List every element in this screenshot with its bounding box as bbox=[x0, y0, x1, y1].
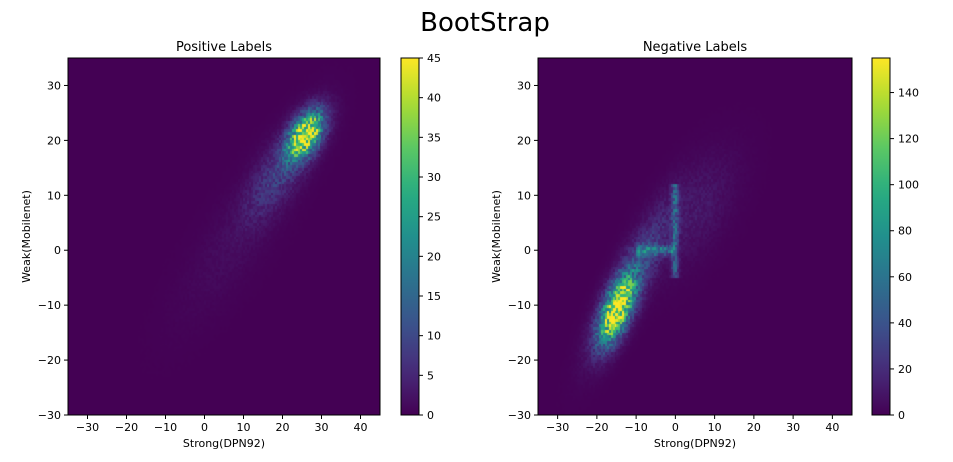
x-tick-label: 0 bbox=[672, 421, 679, 434]
x-tick-label: 10 bbox=[708, 421, 722, 434]
y-tick-label: −30 bbox=[38, 409, 61, 422]
x-tick-label: −30 bbox=[546, 421, 569, 434]
colorbar-tick-label: 15 bbox=[427, 290, 441, 303]
colorbar-tick-label: 80 bbox=[898, 225, 912, 238]
x-tick-label: 10 bbox=[237, 421, 251, 434]
y-tick-label: −30 bbox=[508, 409, 531, 422]
plot-frame bbox=[537, 57, 853, 416]
y-tick-label: 30 bbox=[47, 79, 61, 92]
colorbar-tick-label: 40 bbox=[427, 92, 441, 105]
y-tick-label: 0 bbox=[54, 244, 61, 257]
colorbar: 0 5 10 15 20 25 30 35 40 45 bbox=[400, 52, 441, 422]
heatmap-image bbox=[68, 58, 380, 415]
y-tick-label: −10 bbox=[38, 299, 61, 312]
x-tick-label: 20 bbox=[276, 421, 290, 434]
x-tick-label: −30 bbox=[76, 421, 99, 434]
x-tick-label: 30 bbox=[315, 421, 329, 434]
colorbar-tick-label: 120 bbox=[898, 133, 919, 146]
colorbar-tick-label: 60 bbox=[898, 271, 912, 284]
figure-title: BootStrap bbox=[420, 8, 550, 38]
colorbar-gradient bbox=[400, 57, 420, 416]
colorbar-tick-label: 100 bbox=[898, 179, 919, 192]
colorbar-tick-label: 20 bbox=[898, 363, 912, 376]
x-tick-label: 20 bbox=[747, 421, 761, 434]
colorbar-tick-label: 30 bbox=[427, 171, 441, 184]
y-tick-label: 20 bbox=[517, 134, 531, 147]
y-axis-label: Weak(Mobilenet) bbox=[20, 190, 33, 283]
x-axis-label: Strong(DPN92) bbox=[183, 437, 265, 450]
y-tick-label: 10 bbox=[517, 189, 531, 202]
colorbar-tick-label: 10 bbox=[427, 330, 441, 343]
colorbar-tick-label: 0 bbox=[427, 409, 434, 422]
heatmap-panel-1: Positive Labels −30 −20 −10 0 10 20 30 40 −30 −20 −… bbox=[20, 40, 441, 450]
x-axis-label: Strong(DPN92) bbox=[654, 437, 736, 450]
x-tick-label: −20 bbox=[585, 421, 608, 434]
x-tick-label: −20 bbox=[115, 421, 138, 434]
colorbar-tick-label: 140 bbox=[898, 87, 919, 100]
x-tick-label: 30 bbox=[786, 421, 800, 434]
y-tick-label: 0 bbox=[524, 244, 531, 257]
x-tick-label: −10 bbox=[154, 421, 177, 434]
panels: Positive Labels −30 −20 −10 0 10 20 30 40 −30 −20 −… bbox=[20, 40, 919, 450]
y-tick-label: 30 bbox=[517, 79, 531, 92]
y-tick-label: −10 bbox=[508, 299, 531, 312]
colorbar-gradient bbox=[871, 57, 891, 416]
colorbar-tick-label: 0 bbox=[898, 409, 905, 422]
colorbar-tick-label: 5 bbox=[427, 369, 434, 382]
y-tick-label: 20 bbox=[47, 134, 61, 147]
heatmap-panel-2: Negative Labels −30 −20 −10 0 10 20 30 40 −30 −20 −… bbox=[490, 40, 919, 450]
y-tick-label: 10 bbox=[47, 189, 61, 202]
x-tick-label: 0 bbox=[201, 421, 208, 434]
x-tick-label: −10 bbox=[625, 421, 648, 434]
x-tick-label: 40 bbox=[354, 421, 368, 434]
heatmap-image bbox=[538, 58, 852, 415]
colorbar-tick-label: 45 bbox=[427, 52, 441, 65]
panel-title: Positive Labels bbox=[176, 40, 272, 55]
colorbar-tick-label: 40 bbox=[898, 317, 912, 330]
colorbar-tick-label: 25 bbox=[427, 211, 441, 224]
y-axis-label: Weak(Mobilenet) bbox=[490, 190, 503, 283]
y-tick-label: −20 bbox=[508, 354, 531, 367]
colorbar-tick-label: 20 bbox=[427, 250, 441, 263]
panel-title: Negative Labels bbox=[643, 40, 748, 55]
colorbar: 0 20 40 60 80 100 120 140 bbox=[871, 57, 919, 422]
colorbar-tick-label: 35 bbox=[427, 131, 441, 144]
y-tick-label: −20 bbox=[38, 354, 61, 367]
plot-frame bbox=[67, 57, 381, 416]
x-tick-label: 40 bbox=[825, 421, 839, 434]
